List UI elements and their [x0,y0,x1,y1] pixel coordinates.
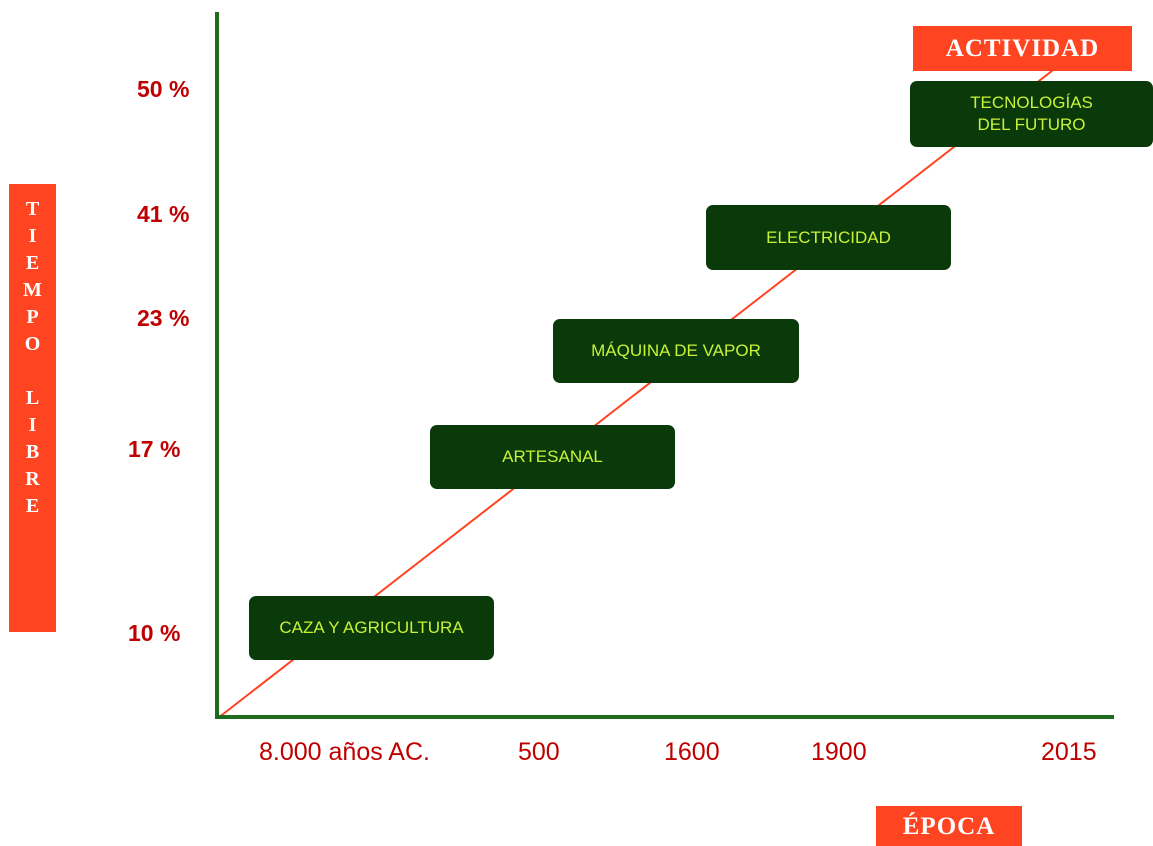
stage-electricidad: ELECTRICIDAD [706,205,951,270]
activity-label: ACTIVIDAD [913,26,1132,71]
y-axis-title-letter: E [25,495,40,517]
y-axis-title-letter: P [26,306,39,328]
stage-tecnologias-futuro: TECNOLOGÍAS DEL FUTURO [910,81,1153,147]
stage-caza-agricultura: CAZA Y AGRICULTURA [249,596,494,660]
y-axis-title-letter: M [23,279,42,301]
y-axis-title-letter: O [24,333,41,355]
y-axis-title-letter: I [28,225,37,247]
y-axis-title-letter: L [25,387,40,409]
x-axis-title: ÉPOCA [876,806,1022,846]
y-axis-title-letter: T [25,198,40,220]
y-tick-41: 41 % [137,201,190,227]
y-tick-23: 23 % [137,305,190,331]
y-tick-50: 50 % [137,76,190,102]
x-tick-1600: 1600 [664,738,720,766]
stage-maquina-vapor: MÁQUINA DE VAPOR [553,319,799,383]
x-tick-2015: 2015 [1041,738,1097,766]
y-tick-10: 10 % [128,620,181,646]
x-tick-500: 500 [518,738,560,766]
y-axis-title-letter: I [28,414,37,436]
x-tick-8000-ac: 8.000 años AC. [259,738,430,766]
stage-artesanal: ARTESANAL [430,425,675,489]
y-axis-title-letter: R [25,468,40,490]
y-axis-title-space [30,358,35,385]
y-axis-title-letter: E [25,252,40,274]
y-axis-title-letter: B [25,441,40,463]
x-tick-1900: 1900 [811,738,867,766]
y-tick-17: 17 % [128,436,181,462]
